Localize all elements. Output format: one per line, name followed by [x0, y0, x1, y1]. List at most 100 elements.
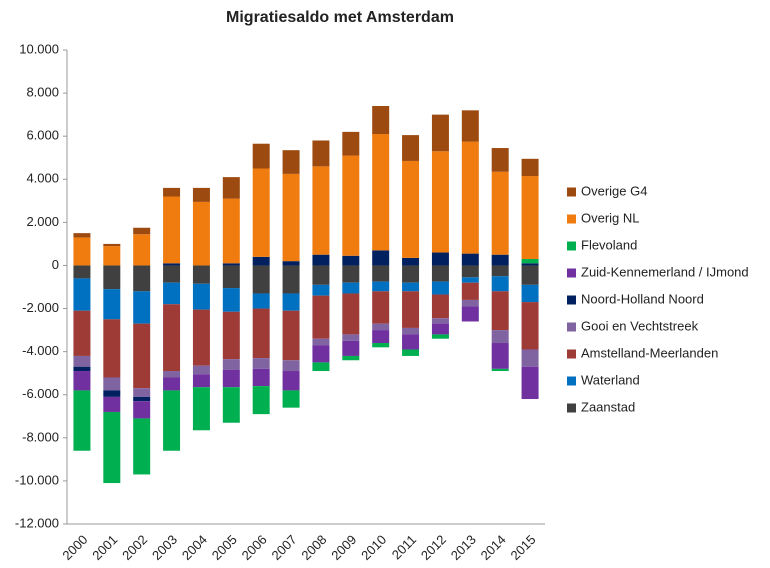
legend-swatch: [567, 241, 576, 251]
bar-segment: [402, 265, 420, 283]
y-tick-label: 2.000: [26, 214, 59, 229]
bar-segment: [402, 327, 420, 335]
bar-segment: [342, 265, 360, 283]
bar-segment: [431, 318, 449, 324]
bar-segment: [402, 282, 420, 292]
bar-segment: [431, 265, 449, 282]
bar-segment: [282, 261, 300, 266]
y-tick-label: -4.000: [22, 343, 59, 358]
bar-segment: [521, 284, 539, 303]
bar-segment: [103, 377, 121, 391]
bar-segment: [73, 233, 91, 238]
bar-segment: [491, 330, 509, 344]
legend-swatch: [567, 322, 576, 332]
bar-segment: [282, 390, 300, 408]
x-tick-label: 2000: [59, 532, 90, 563]
bar-segment: [461, 277, 479, 283]
bar-segment: [342, 131, 360, 156]
bar-segment: [252, 386, 270, 415]
bar-segment: [491, 343, 509, 369]
bar-segment: [282, 173, 300, 262]
x-tick-label: 2001: [89, 532, 120, 563]
bar-segment: [521, 265, 539, 285]
legend-swatch: [567, 214, 576, 224]
y-tick-label: 0: [52, 257, 59, 272]
bar-segment: [222, 359, 240, 370]
legend-label: Flevoland: [581, 237, 637, 252]
bar-segment: [103, 396, 121, 412]
bar-segment: [282, 360, 300, 372]
bar-segment: [133, 291, 151, 324]
legend-label: Amstelland-Meerlanden: [581, 345, 718, 360]
bar-segment: [342, 355, 360, 361]
bar-segment: [342, 340, 360, 356]
bar-segment: [252, 368, 270, 387]
bar-segment: [163, 282, 181, 305]
bar-segment: [521, 302, 539, 350]
bar-segment: [431, 252, 449, 266]
bar-segment: [222, 265, 240, 289]
x-tick-label: 2008: [298, 532, 329, 563]
bar-segment: [103, 289, 121, 320]
bar-segment: [252, 358, 270, 369]
bar-segment: [372, 343, 390, 348]
bar-segment: [192, 309, 210, 366]
y-tick-label: 8.000: [26, 85, 59, 100]
bar-segment: [282, 265, 300, 294]
x-tick-label: 2002: [119, 532, 150, 563]
bar-segment: [312, 345, 330, 363]
bar-segment: [521, 349, 539, 367]
bar-segment: [461, 253, 479, 266]
bar-segment: [342, 155, 360, 256]
x-tick-label: 2009: [328, 532, 359, 563]
bar-segment: [282, 371, 300, 391]
bar-segment: [192, 187, 210, 202]
bar-segment: [491, 171, 509, 255]
bar-segment: [402, 135, 420, 161]
bar-segment: [222, 263, 240, 266]
bar-segment: [282, 150, 300, 174]
legend-label: Noord-Holland Noord: [581, 291, 704, 306]
bar-segment: [521, 158, 539, 177]
bar-segment: [163, 304, 181, 372]
bar-segment: [431, 281, 449, 295]
bar-segment: [133, 234, 151, 266]
bar-segment: [491, 368, 509, 372]
bar-segment: [163, 390, 181, 451]
x-tick-label: 2006: [239, 532, 270, 563]
bar-segment: [163, 263, 181, 266]
bar-segment: [431, 151, 449, 253]
bar-segment: [73, 390, 91, 451]
bar-segment: [461, 306, 479, 322]
x-tick-label: 2015: [508, 532, 539, 563]
bar-segment: [312, 254, 330, 266]
bar-segment: [342, 282, 360, 294]
bar-segment: [282, 310, 300, 361]
bar-segment: [282, 293, 300, 311]
bar-segment: [222, 177, 240, 199]
bar-segment: [192, 265, 210, 284]
bar-segment: [192, 374, 210, 388]
y-tick-label: -6.000: [22, 386, 59, 401]
x-tick-label: 2003: [149, 532, 180, 563]
bar-segment: [103, 390, 121, 397]
bar-segment: [402, 291, 420, 328]
bar-segment: [252, 168, 270, 257]
y-tick-label: -2.000: [22, 300, 59, 315]
bar-segment: [103, 411, 121, 484]
y-tick-label: 10.000: [19, 41, 59, 56]
bar-segment: [252, 143, 270, 169]
legend-label: Zaanstad: [581, 399, 635, 414]
bar-segment: [461, 141, 479, 254]
bar-segment: [402, 334, 420, 350]
bar-segment: [431, 334, 449, 339]
x-tick-label: 2012: [418, 532, 449, 563]
legend-swatch: [567, 268, 576, 278]
bar-segment: [402, 160, 420, 258]
bar-segment: [521, 366, 539, 400]
bar-segment: [312, 265, 330, 285]
bar-segment: [103, 265, 121, 290]
bar-segment: [521, 258, 539, 264]
bar-segment: [192, 387, 210, 431]
bar-segment: [222, 198, 240, 264]
